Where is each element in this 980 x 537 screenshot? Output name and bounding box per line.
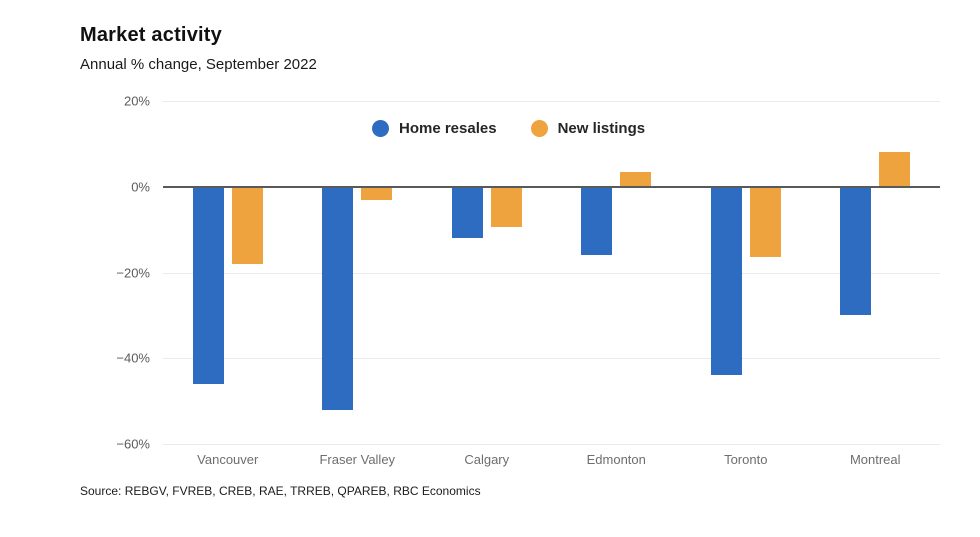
chart-subtitle: Annual % change, September 2022 [80, 56, 317, 73]
bar-new-listings-fraser-valley [361, 186, 393, 200]
gridline-20 [163, 272, 940, 274]
bar-home-resales-toronto [710, 186, 742, 376]
bar-new-listings-calgary [490, 186, 522, 228]
y-tick-20: 20% [123, 93, 150, 109]
bar-new-listings-toronto [749, 186, 781, 258]
chart-title: Market activity [80, 24, 222, 46]
home-resales-dot-icon [372, 120, 389, 137]
x-label-vancouver: Vancouver [197, 452, 259, 467]
x-label-toronto: Toronto [724, 452, 768, 467]
y-tick-40: −40% [116, 350, 150, 366]
bar-new-listings-montreal [879, 152, 911, 187]
gridline-40 [163, 358, 940, 360]
gridline-20 [163, 101, 940, 102]
bar-home-resales-vancouver [192, 186, 224, 384]
x-label-fraser-valley: Fraser Valley [319, 452, 396, 467]
legend-item-new-listings: New listings [530, 120, 646, 137]
y-tick-20: −20% [116, 265, 150, 280]
y-tick-60: −60% [116, 436, 150, 452]
x-axis: Vancouver Fraser Valley Calgary Edmonton Tor… [163, 452, 940, 467]
x-label-montreal: Montreal [849, 452, 901, 467]
legend-label-home-resales: Home resales [399, 120, 497, 137]
x-label-calgary: Calgary [464, 452, 510, 467]
y-axis: 20% 0% −20% −40% −60% [60, 94, 150, 452]
chart-legend: Home resales New listings [372, 120, 645, 137]
legend-label-new-listings: New listings [557, 120, 646, 137]
legend-item-home-resales: Home resales [372, 120, 497, 137]
bar-new-listings-edmonton [620, 171, 652, 187]
bar-new-listings-vancouver [231, 186, 263, 264]
bar-home-resales-calgary [451, 186, 483, 239]
source-note: Source: REBGV, FVREB, CREB, RAE, TRREB, … [80, 484, 481, 498]
bar-home-resales-montreal [840, 186, 872, 316]
gridline-60 [163, 444, 940, 445]
bar-home-resales-fraser-valley [322, 186, 354, 410]
zero-baseline [163, 185, 940, 188]
x-label-edmonton: Edmonton [586, 452, 646, 467]
y-tick-0: 0% [131, 179, 150, 195]
plot-area [163, 101, 940, 445]
bar-home-resales-edmonton [581, 186, 613, 256]
new-listings-dot-icon [530, 120, 548, 137]
